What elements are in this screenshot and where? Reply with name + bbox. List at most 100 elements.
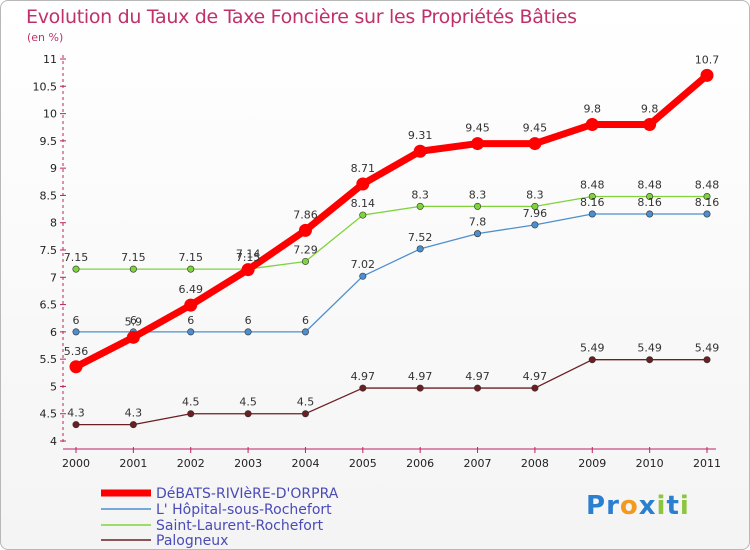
data-point: [471, 137, 485, 151]
logo-letter: t: [666, 491, 680, 521]
data-point: [531, 221, 539, 229]
data-label: 9.45: [465, 122, 490, 135]
data-label: 8.3: [526, 188, 544, 201]
logo-letter: o: [619, 491, 639, 521]
x-tick-label: 2007: [464, 457, 492, 470]
data-label: 8.48: [637, 179, 662, 192]
data-label: 4.97: [408, 370, 433, 383]
data-label: 8.16: [637, 196, 662, 209]
y-tick-label: 5.5: [40, 353, 58, 366]
y-tick-label: 8: [50, 217, 57, 230]
axes: 4 4.5 5 5.5 6 6.5 7 7.5 8 8.5 9 9.5 10 10.5 11 2000 2001…: [33, 53, 722, 470]
data-point: [588, 356, 596, 364]
data-point: [359, 211, 367, 219]
data-point: [356, 177, 370, 191]
data-label: 7.86: [293, 208, 318, 221]
data-point: [301, 410, 309, 418]
data-label: 8.48: [580, 179, 605, 192]
data-point: [643, 117, 657, 131]
data-point: [703, 356, 711, 364]
series-line: [75, 195, 708, 270]
data-label: 6: [187, 314, 194, 327]
series-2: [72, 193, 711, 273]
data-point: [359, 384, 367, 392]
data-point: [646, 210, 654, 218]
data-labels-layer: 4.3 4.3 4.5 4.5 4.5 4.97 4.97 4.97 4.97 5.49 5.49 5…: [64, 53, 720, 419]
data-label: 4.97: [351, 370, 376, 383]
chart-title: Evolution du Taux de Taxe Foncière sur l…: [26, 6, 577, 28]
data-point: [187, 410, 195, 418]
y-tick-label: 6: [50, 326, 57, 339]
data-label: 6: [245, 314, 252, 327]
y-tick-label: 7: [50, 271, 57, 284]
data-label: 4.97: [523, 370, 548, 383]
data-point: [69, 360, 83, 374]
data-label: 7.52: [408, 231, 433, 244]
legend-label: Saint-Laurent-Rochefort: [156, 518, 324, 534]
data-label: 9.8: [584, 102, 602, 115]
data-label: 7.02: [351, 258, 376, 271]
x-tick-label: 2010: [636, 457, 664, 470]
data-point: [129, 421, 137, 429]
data-point: [646, 193, 654, 201]
series-0: [69, 68, 714, 374]
data-point: [244, 328, 252, 336]
data-label: 6: [302, 314, 309, 327]
x-tick-label: 2001: [119, 457, 147, 470]
data-point: [703, 193, 711, 201]
series-3: [72, 356, 711, 429]
data-point: [187, 265, 195, 273]
data-label: 8.48: [695, 179, 720, 192]
data-point: [416, 384, 424, 392]
data-point: [129, 265, 137, 273]
x-tick-label: 2004: [291, 457, 319, 470]
data-label: 4.97: [465, 370, 490, 383]
x-tick-label: 2005: [349, 457, 377, 470]
data-point: [126, 330, 140, 344]
series-line: [72, 71, 711, 371]
data-point: [72, 421, 80, 429]
y-tick-label: 11: [43, 53, 57, 66]
data-label: 7.14: [236, 248, 261, 261]
data-label: 6.49: [178, 283, 203, 296]
data-point: [700, 68, 714, 82]
data-label: 8.16: [580, 196, 605, 209]
proxiti-logo: Proxiti: [586, 491, 690, 521]
data-point: [359, 272, 367, 280]
chart-subtitle: (en %): [27, 31, 64, 44]
logo-letter: r: [606, 491, 620, 521]
y-tick-label: 7.5: [40, 244, 58, 257]
x-tick-label: 2000: [62, 457, 90, 470]
y-tick-label: 8.5: [40, 189, 58, 202]
legend-label: L' Hôpital-sous-Rochefort: [156, 502, 332, 518]
data-label: 5.9: [125, 315, 143, 328]
x-tick-label: 2011: [693, 457, 721, 470]
data-label: 5.49: [695, 342, 720, 355]
data-label: 4.5: [239, 396, 257, 409]
logo-letter: i: [679, 491, 690, 521]
data-point: [72, 328, 80, 336]
data-label: 8.3: [469, 188, 487, 201]
data-point: [474, 384, 482, 392]
data-label: 5.49: [580, 342, 605, 355]
x-tick-label: 2009: [578, 457, 606, 470]
data-point: [241, 263, 255, 277]
data-label: 9.45: [523, 122, 548, 135]
data-label: 9.8: [641, 102, 659, 115]
y-tick-label: 5: [50, 380, 57, 393]
y-tick-label: 6.5: [40, 299, 58, 312]
y-tick-label: 4: [50, 435, 57, 448]
data-point: [588, 210, 596, 218]
data-label: 7.15: [64, 251, 89, 264]
data-label: 4.3: [67, 407, 85, 420]
logo-letter: i: [656, 491, 667, 521]
series-layer: [69, 68, 714, 429]
data-point: [585, 117, 599, 131]
data-point: [474, 230, 482, 238]
data-label: 5.36: [64, 345, 89, 358]
x-tick-label: 2006: [406, 457, 434, 470]
data-label: 4.3: [125, 407, 143, 420]
